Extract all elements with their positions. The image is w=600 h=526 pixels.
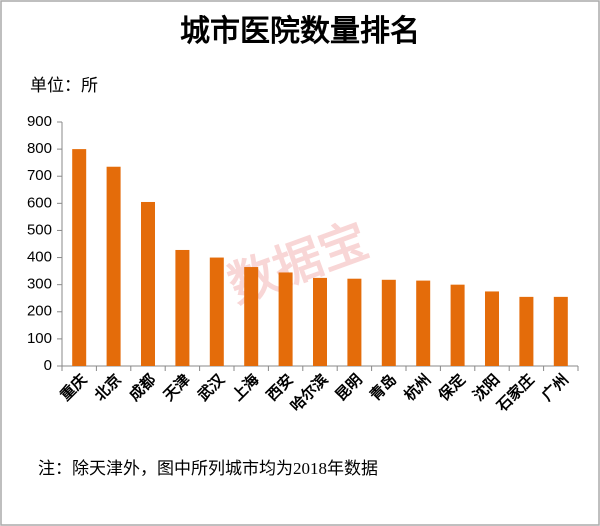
note: 注：除天津外，图中所列城市均为2018年数据	[38, 459, 378, 478]
bar	[106, 166, 121, 366]
bar	[450, 284, 465, 366]
bar	[72, 149, 87, 366]
unit-label: 单位：所	[30, 76, 98, 95]
bar	[278, 272, 293, 366]
y-tick-label: 800	[27, 140, 52, 157]
y-tick-label: 100	[27, 330, 52, 347]
bar	[485, 291, 499, 366]
bar	[209, 257, 224, 366]
y-tick-label: 900	[27, 113, 52, 130]
bar	[244, 267, 259, 366]
bar	[381, 279, 396, 366]
bar	[175, 249, 190, 366]
bar	[347, 278, 362, 366]
y-tick-label: 300	[27, 276, 52, 293]
y-tick-label: 600	[27, 194, 52, 211]
bar	[519, 296, 534, 366]
y-tick-label: 400	[27, 249, 52, 266]
bar	[553, 296, 568, 366]
y-tick-label: 700	[27, 167, 52, 184]
y-tick-label: 500	[27, 221, 52, 238]
bar	[313, 277, 327, 366]
bar	[416, 280, 431, 366]
chart-title: 城市医院数量排名	[180, 14, 420, 48]
y-tick-label: 200	[27, 303, 52, 320]
bar	[141, 201, 155, 366]
y-tick-label: 0	[44, 357, 52, 374]
